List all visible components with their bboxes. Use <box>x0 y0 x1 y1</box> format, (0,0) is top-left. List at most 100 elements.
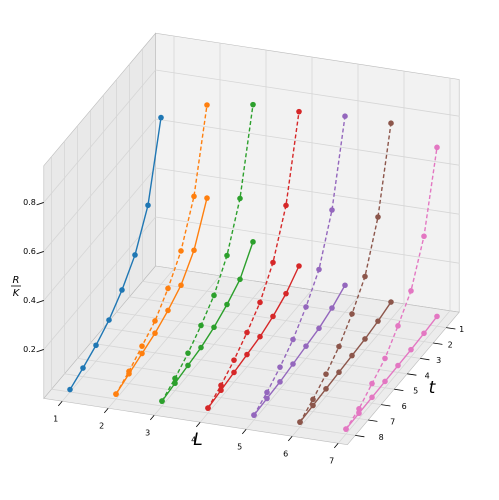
tick-mark <box>36 202 44 206</box>
data-point <box>218 382 224 389</box>
data-point <box>277 379 283 385</box>
data-point <box>205 405 211 411</box>
tick-mark <box>368 419 378 422</box>
y-tick-label: 7 <box>390 418 395 427</box>
data-point <box>297 419 303 425</box>
data-point <box>421 233 427 240</box>
series-line <box>161 104 254 402</box>
data-point <box>434 313 440 320</box>
data-point <box>375 214 381 220</box>
x-tick-label: 5 <box>237 442 242 451</box>
data-point <box>408 346 414 353</box>
data-point <box>283 290 289 297</box>
series-line <box>115 104 208 395</box>
data-point <box>421 330 427 337</box>
data-point <box>349 311 355 317</box>
data-point <box>329 305 335 311</box>
series-line <box>253 116 346 416</box>
grid-line <box>51 388 356 436</box>
data-point <box>296 108 302 115</box>
grid-line <box>43 167 156 301</box>
data-point <box>356 406 362 412</box>
data-point <box>113 391 119 397</box>
grid-line <box>77 358 382 405</box>
data-point <box>244 329 250 336</box>
data-point <box>388 299 394 305</box>
data-point <box>290 361 296 367</box>
series-line <box>253 284 346 416</box>
data-point <box>329 207 335 213</box>
data-point <box>119 287 125 293</box>
data-point <box>264 395 270 402</box>
data-point <box>296 263 302 269</box>
data-point <box>336 343 342 350</box>
data-point <box>185 350 191 356</box>
data-point <box>237 276 243 283</box>
tick-mark <box>394 388 404 391</box>
data-point <box>159 398 165 404</box>
data-point <box>218 387 224 394</box>
data-point <box>158 114 164 121</box>
series-line <box>207 111 300 409</box>
data-point <box>270 259 276 266</box>
data-point <box>191 247 197 254</box>
tick-mark <box>446 327 456 330</box>
data-point <box>93 342 99 349</box>
z-tick-label: 0.4 <box>23 296 36 305</box>
data-point <box>152 318 158 324</box>
y-tick-label: 6 <box>402 402 407 411</box>
data-point <box>362 273 368 280</box>
grid-line <box>142 281 447 328</box>
z-axis-label-numerator: R <box>13 275 20 286</box>
data-point <box>257 333 263 340</box>
data-point <box>264 389 270 396</box>
data-point <box>244 351 250 358</box>
data-point <box>395 323 401 329</box>
tick-mark <box>333 442 339 449</box>
x-tick-label: 2 <box>99 421 104 430</box>
data-point <box>362 336 368 342</box>
y-tick-label: 2 <box>448 341 453 350</box>
grid-line <box>61 268 175 402</box>
data-point <box>204 195 210 201</box>
data-point <box>283 202 289 209</box>
y-tick-label: 3 <box>436 356 441 365</box>
y-tick-label: 8 <box>379 433 384 442</box>
x-axis-label: L <box>193 430 202 450</box>
panes <box>43 32 460 445</box>
data-point <box>356 410 362 417</box>
series-line <box>207 265 300 409</box>
data-point <box>224 252 230 259</box>
y-tick-label: 4 <box>425 371 430 380</box>
tick-mark <box>420 358 430 361</box>
data-point <box>251 412 257 418</box>
data-point <box>178 248 184 254</box>
series-line <box>345 147 438 430</box>
grid-line <box>90 342 395 390</box>
data-point <box>343 426 349 432</box>
grid-line <box>155 69 460 117</box>
data-point <box>178 282 184 289</box>
data-point <box>126 371 132 377</box>
data-point <box>237 195 243 202</box>
data-point <box>67 386 73 393</box>
series-line <box>161 241 254 402</box>
tick-mark <box>407 373 417 376</box>
data-point <box>349 352 355 359</box>
data-point <box>395 362 401 369</box>
x-tick-label: 6 <box>283 449 288 458</box>
data-point <box>382 378 388 385</box>
data-point <box>165 307 171 314</box>
data-point <box>172 380 178 387</box>
tick-mark <box>36 300 44 304</box>
data-point <box>408 288 414 294</box>
data-point <box>336 369 342 376</box>
data-point <box>323 386 329 392</box>
data-point <box>434 144 440 151</box>
z-tick-label: 0.6 <box>23 247 36 256</box>
data-point <box>257 299 263 306</box>
grid-line <box>337 310 451 444</box>
x-tick-label: 1 <box>53 414 58 423</box>
